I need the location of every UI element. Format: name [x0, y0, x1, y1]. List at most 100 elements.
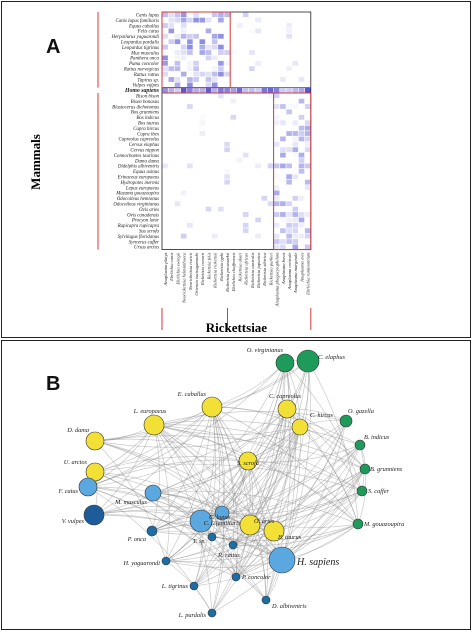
heatmap-cell: [273, 120, 280, 126]
network-edge: [151, 524, 251, 535]
heatmap-cell: [273, 212, 280, 217]
heatmap-cell: [162, 12, 168, 18]
network-edge: [153, 424, 359, 525]
heatmap-cell: [273, 163, 280, 169]
heatmap-cell: [268, 93, 274, 98]
heatmap-cell: [292, 147, 299, 153]
network-edge: [211, 426, 301, 538]
row-label: Bos indicus: [136, 116, 159, 121]
heatmap-cell: [187, 82, 193, 88]
heatmap-cell: [205, 55, 212, 61]
heatmap-cell: [199, 17, 206, 23]
heatmap-cell: [162, 23, 168, 28]
heatmap-cell: [168, 28, 175, 34]
panel-a-label: A: [46, 36, 61, 58]
row-label: Capra hircus: [133, 127, 159, 132]
network-graph: O. virginianus C. elaphus E. caballus C. ca…: [58, 347, 405, 619]
network-edge: [93, 514, 283, 561]
network-edge: [235, 444, 361, 578]
network-edge: [153, 424, 275, 532]
row-label: Felis catus: [137, 30, 159, 35]
network-node-label: B. indicus: [364, 434, 390, 441]
network-edge: [87, 486, 283, 561]
heatmap-cell: [218, 44, 224, 50]
network-edge: [153, 424, 249, 462]
heatmap-cell: [187, 104, 193, 109]
network-edge: [221, 468, 366, 514]
network-edge: [221, 490, 363, 515]
network-node: [275, 353, 295, 373]
heatmap-cell: [168, 39, 175, 45]
network-edge: [249, 444, 361, 526]
heatmap-cell: [199, 131, 206, 136]
heatmap-cell: [261, 87, 268, 93]
heatmap-cell: [174, 55, 181, 61]
heatmap-cell: [218, 206, 224, 212]
network-edge: [152, 426, 301, 494]
heatmap-cell: [273, 201, 280, 207]
col-label: Ehrlichia ewingii: [175, 252, 180, 286]
network-edge: [94, 440, 251, 526]
heatmap-cell: [193, 12, 199, 18]
row-label: Bison bonasus: [131, 100, 159, 105]
row-label: Mazama gouazoupira: [115, 192, 159, 197]
network-edge: [200, 362, 286, 522]
network-edge: [151, 424, 160, 532]
network-node: [277, 399, 297, 419]
network-edge: [193, 360, 309, 587]
network-edge: [151, 406, 213, 532]
heatmap-cell: [292, 217, 299, 223]
heatmap-cell: [292, 228, 299, 234]
heatmap-cell: [293, 153, 299, 158]
network-edge: [152, 408, 288, 494]
network-edge: [152, 492, 275, 532]
row-label: Rattus rattus: [133, 73, 159, 78]
network-edge: [273, 360, 309, 532]
row-label: Sylvilagus floridanus: [118, 235, 160, 240]
heatmap-cell: [236, 87, 243, 93]
heatmap-cell: [292, 87, 299, 93]
col-label: Rickettsia felis: [206, 252, 211, 280]
heatmap-cell: [286, 239, 292, 244]
network-edge: [152, 492, 267, 601]
heatmap-cell: [224, 168, 230, 174]
network-edge: [93, 505, 223, 516]
heatmap-cell: [304, 179, 311, 185]
heatmap-cell: [304, 136, 311, 142]
network-edge: [93, 406, 213, 516]
col-label: Rickettsia prowazekii: [225, 252, 230, 293]
heatmap-cell: [242, 12, 249, 18]
heatmap-cell: [304, 125, 311, 131]
panel-b: B O. virginianus C. elaphus E. caballus C. …: [1, 340, 471, 630]
network-edge: [211, 406, 251, 526]
network-edge: [265, 408, 291, 601]
heatmap-cell: [286, 104, 292, 109]
heatmap-cell: [280, 212, 286, 217]
heatmap-cell: [273, 222, 280, 228]
network-node-label: B. taurus: [278, 534, 302, 541]
heatmap-cell: [273, 104, 280, 109]
heatmap-cell: [193, 60, 199, 66]
heatmap-cell: [298, 233, 305, 239]
network-edge: [284, 362, 363, 492]
network-edge: [93, 424, 155, 516]
heatmap-cell: [304, 104, 311, 109]
heatmap-cell: [304, 163, 311, 169]
heatmap-cell: [218, 33, 224, 39]
network-edge: [153, 424, 251, 526]
network-edge: [153, 424, 234, 546]
network-edge: [152, 460, 249, 494]
heatmap-cell: [211, 82, 218, 88]
heatmap-cell: [162, 87, 168, 93]
network-edge: [165, 530, 275, 562]
network-edge: [286, 408, 366, 470]
row-label: Odocoileus hemionus: [117, 197, 159, 202]
heatmap-cell: [298, 152, 305, 158]
heatmap-cell: [211, 39, 218, 45]
heatmap-cell: [211, 55, 218, 61]
heatmap-cell: [162, 71, 168, 77]
heatmap-cell: [168, 77, 175, 82]
network-edge: [94, 471, 237, 578]
heatmap-cell: [280, 104, 286, 109]
network-edge: [200, 426, 301, 522]
